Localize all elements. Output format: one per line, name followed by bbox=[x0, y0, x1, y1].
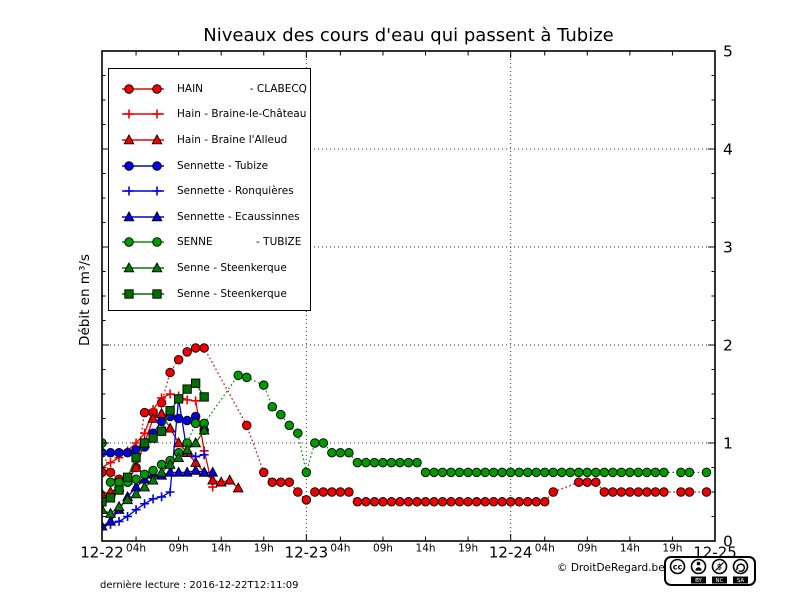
y-tick-label: 3 bbox=[723, 239, 733, 257]
cc-icon: cc bbox=[669, 558, 686, 575]
y-tick-label: 5 bbox=[723, 43, 733, 61]
legend-item-label: SENNE - TUBIZE bbox=[177, 236, 302, 249]
legend-marker-sample bbox=[122, 262, 164, 273]
y-axis-label: Débit en m³/s bbox=[77, 254, 93, 346]
legend-item-label: Senne - Steenkerque bbox=[177, 287, 287, 300]
legend-item-8: Senne - Steenkerque bbox=[118, 281, 310, 307]
x-tick-day-label: 12-24 bbox=[489, 544, 533, 562]
x-tick-hour-label: 09h bbox=[169, 543, 189, 555]
x-tick-hour-label: 19h bbox=[662, 543, 682, 555]
legend-item-1: Hain - Braine-le-Château bbox=[118, 102, 310, 128]
legend-item-label: Hain - Braine l'Alleud bbox=[177, 133, 288, 146]
series-7-senne-steenkerque bbox=[102, 424, 210, 518]
x-tick-hour-label: 19h bbox=[458, 543, 478, 555]
series-6-senne-tubize bbox=[102, 370, 712, 487]
legend-marker-sample bbox=[122, 288, 164, 299]
svg-text:$: $ bbox=[717, 563, 722, 573]
x-tick-hour-label: 19h bbox=[254, 543, 274, 555]
legend-item-5: Sennette - Ecaussinnes bbox=[118, 204, 310, 230]
legend-marker-sample bbox=[122, 134, 164, 145]
legend-item-label: Senne - Steenkerque bbox=[177, 261, 287, 274]
x-tick-hour-label: 04h bbox=[535, 543, 555, 555]
sa-icon bbox=[732, 558, 749, 575]
legend-marker-sample bbox=[122, 160, 164, 171]
cc-license-badge: cc $ BY NC SA bbox=[664, 556, 756, 591]
x-tick-hour-label: 14h bbox=[416, 543, 436, 555]
svg-text:BY: BY bbox=[695, 578, 702, 584]
x-tick-hour-label: 14h bbox=[211, 543, 231, 555]
y-tick-label: 4 bbox=[723, 141, 733, 159]
cc-badge-border bbox=[664, 556, 756, 586]
x-tick-hour-label: 04h bbox=[126, 543, 146, 555]
legend-marker-sample bbox=[122, 109, 164, 119]
legend-item-label: Sennette - Ecaussinnes bbox=[177, 210, 300, 223]
x-tick-hour-label: 14h bbox=[620, 543, 640, 555]
cc-badge-graphic: cc $ BY NC SA bbox=[664, 556, 756, 586]
legend-marker-sample bbox=[122, 84, 164, 94]
series-8-senne-steenkerque bbox=[102, 378, 209, 507]
legend-item-3: Sennette - Tubize bbox=[118, 153, 310, 179]
legend-item-label: HAIN - CLABECQ bbox=[177, 82, 307, 95]
legend-item-label: Sennette - Tubize bbox=[177, 159, 269, 172]
legend-item-2: Hain - Braine l'Alleud bbox=[118, 127, 310, 153]
legend-marker-sample bbox=[122, 186, 164, 196]
x-tick-hour-label: 09h bbox=[577, 543, 597, 555]
legend-item-6: SENNE - TUBIZE bbox=[118, 230, 310, 256]
legend: HAIN - CLABECQ Hain - Braine-le-Château Ha… bbox=[108, 68, 311, 311]
legend-item-label: Hain - Braine-le-Château bbox=[177, 108, 307, 121]
legend-marker-sample bbox=[122, 237, 164, 248]
legend-marker-sample bbox=[122, 210, 164, 222]
nc-icon: $ bbox=[711, 558, 728, 575]
x-tick-day-label: 12-23 bbox=[285, 544, 329, 562]
last-reading-text: dernière lecture : 2016-12-22T12:11:09 bbox=[100, 580, 299, 591]
y-tick-label: 1 bbox=[723, 435, 733, 453]
series-0-hain-clabecq bbox=[102, 343, 712, 507]
y-tick-label: 0 bbox=[723, 533, 733, 551]
x-tick-hour-label: 04h bbox=[330, 543, 350, 555]
y-tick-label: 2 bbox=[723, 337, 733, 355]
svg-text:SA: SA bbox=[737, 578, 745, 584]
data-series bbox=[102, 343, 712, 531]
chart-title: Niveaux des cours d'eau qui passent à Tu… bbox=[203, 25, 614, 46]
by-icon bbox=[690, 558, 707, 575]
cc-badge-labels: BY NC SA bbox=[691, 576, 748, 584]
svg-text:NC: NC bbox=[716, 578, 724, 584]
x-tick-day-label: 12-22 bbox=[80, 544, 124, 562]
legend-item-4: Sennette - Ronquières bbox=[118, 178, 310, 204]
legend-item-label: Sennette - Ronquières bbox=[177, 185, 294, 198]
svg-text:cc: cc bbox=[673, 562, 683, 571]
legend-item-7: Senne - Steenkerque bbox=[118, 255, 310, 281]
legend-item-0: HAIN - CLABECQ bbox=[118, 76, 310, 102]
copyright-text: © DroitDeRegard.be bbox=[557, 562, 665, 574]
footer-status: dernière lecture : 2016-12-22T12:11:09 d… bbox=[100, 560, 299, 600]
x-tick-hour-label: 09h bbox=[373, 543, 393, 555]
axes-frame bbox=[101, 50, 716, 542]
